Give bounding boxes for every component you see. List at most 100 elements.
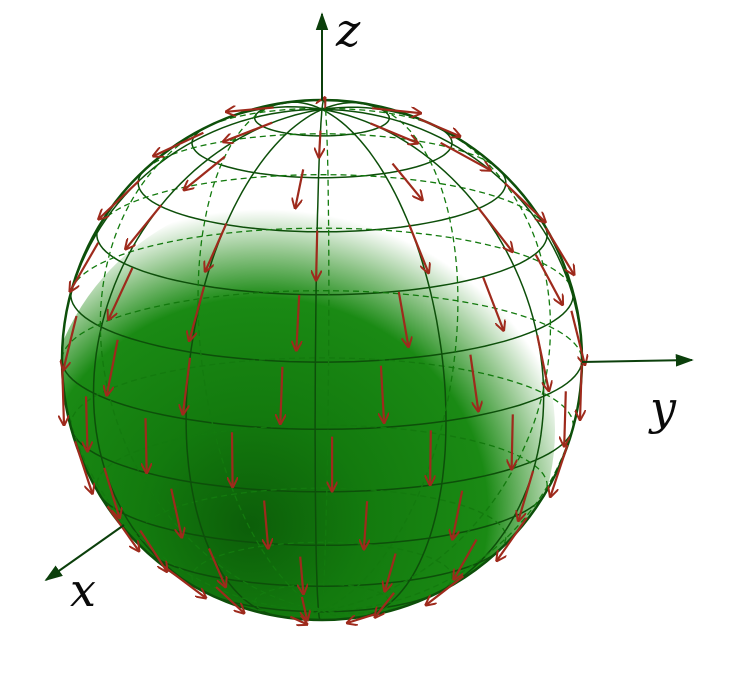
field-arrow xyxy=(452,490,464,540)
field-arrow xyxy=(184,155,226,190)
field-arrow xyxy=(63,315,78,370)
latitude-line xyxy=(62,361,544,431)
field-arrow xyxy=(183,357,192,415)
field-arrow xyxy=(347,612,377,623)
field-arrow xyxy=(397,291,409,347)
field-arrow xyxy=(381,365,384,423)
latitude-line xyxy=(543,361,582,397)
longitude-line xyxy=(321,108,545,597)
field-arrow xyxy=(223,121,273,142)
latitude-line-hidden xyxy=(145,133,499,170)
field-arrow xyxy=(504,182,546,222)
field-arrow xyxy=(295,169,305,208)
field-arrow xyxy=(106,505,140,551)
field-arrow xyxy=(482,277,503,330)
field-arrow xyxy=(86,396,88,451)
z-axis-label: z xyxy=(335,3,361,57)
field-arrow xyxy=(74,441,92,493)
field-arrow xyxy=(469,354,478,412)
field-arrow xyxy=(316,230,317,281)
field-arrow xyxy=(580,364,582,420)
field-arrow xyxy=(440,141,491,171)
longitude-line xyxy=(321,108,447,618)
latitude-line-hidden xyxy=(137,487,507,550)
field-arrow xyxy=(215,586,244,613)
field-arrow xyxy=(207,547,226,587)
latitude-line xyxy=(513,226,548,267)
longitude-line-hidden xyxy=(321,100,330,611)
longitude-line-hidden xyxy=(321,102,459,612)
field-arrow xyxy=(418,117,460,136)
field-arrow xyxy=(296,295,299,350)
latitude-line xyxy=(70,293,537,363)
field-arrow xyxy=(391,162,423,201)
field-arrow xyxy=(570,310,585,365)
field-arrow xyxy=(163,565,206,598)
field-arrow xyxy=(319,130,321,158)
field-arrow xyxy=(512,414,513,469)
field-arrow xyxy=(497,517,528,561)
field-arrow xyxy=(99,179,140,220)
latitude-line xyxy=(191,125,434,179)
field-arrow xyxy=(170,488,182,538)
latitude-line-hidden xyxy=(70,357,574,427)
vector-field-arrows xyxy=(62,98,585,625)
field-arrow xyxy=(300,556,303,594)
latitude-line-hidden xyxy=(100,174,544,225)
field-arrow xyxy=(70,242,100,292)
y-axis-label: y xyxy=(648,381,677,435)
field-arrow xyxy=(477,206,513,251)
field-arrow xyxy=(534,254,563,305)
field-arrow xyxy=(232,432,233,487)
field-arrow xyxy=(369,122,418,143)
field-arrow xyxy=(536,335,549,391)
longitude-line-hidden xyxy=(99,123,323,612)
y-axis xyxy=(581,353,694,367)
field-arrow xyxy=(426,575,465,605)
field-arrow xyxy=(550,444,569,497)
field-arrow xyxy=(103,467,119,518)
field-arrow xyxy=(226,108,274,112)
field-arrow xyxy=(146,418,147,473)
longitude-line xyxy=(92,108,323,592)
field-arrow xyxy=(264,500,268,549)
field-arrow xyxy=(289,617,307,625)
field-arrow xyxy=(324,98,326,101)
latitude-line-hidden xyxy=(70,227,574,291)
field-arrow xyxy=(385,553,397,592)
field-arrow xyxy=(205,222,228,271)
latitude-line-hidden xyxy=(96,424,548,494)
latitude-line xyxy=(96,226,515,296)
field-arrow xyxy=(375,592,395,618)
x-axis xyxy=(44,524,125,582)
field-arrow xyxy=(107,339,119,396)
longitude-line-hidden xyxy=(62,338,323,612)
field-arrow xyxy=(408,224,428,273)
field-arrow xyxy=(430,430,431,485)
latitude-line-hidden xyxy=(62,290,582,359)
shaded-region xyxy=(62,190,555,620)
longitude-line xyxy=(314,109,323,620)
latitude-line xyxy=(535,293,574,331)
axes-front xyxy=(44,12,694,582)
sphere xyxy=(60,98,584,622)
field-arrow xyxy=(126,204,163,249)
field-arrow xyxy=(564,391,566,446)
field-arrow xyxy=(108,267,134,320)
longitude-line-hidden xyxy=(285,609,323,619)
field-arrow xyxy=(454,539,478,580)
field-arrow xyxy=(139,529,167,572)
field-arrow xyxy=(371,108,421,113)
field-arrow xyxy=(189,286,206,341)
field-arrow xyxy=(153,131,204,156)
field-arrow xyxy=(280,366,282,424)
x-axis-label: x xyxy=(70,563,96,617)
latitude-line-hidden xyxy=(191,541,453,595)
field-arrow xyxy=(544,227,574,275)
field-arrow xyxy=(62,369,64,425)
field-arrow xyxy=(364,501,367,549)
latitude-line xyxy=(137,170,479,233)
field-arrow xyxy=(518,470,535,521)
latitude-line xyxy=(478,170,507,210)
